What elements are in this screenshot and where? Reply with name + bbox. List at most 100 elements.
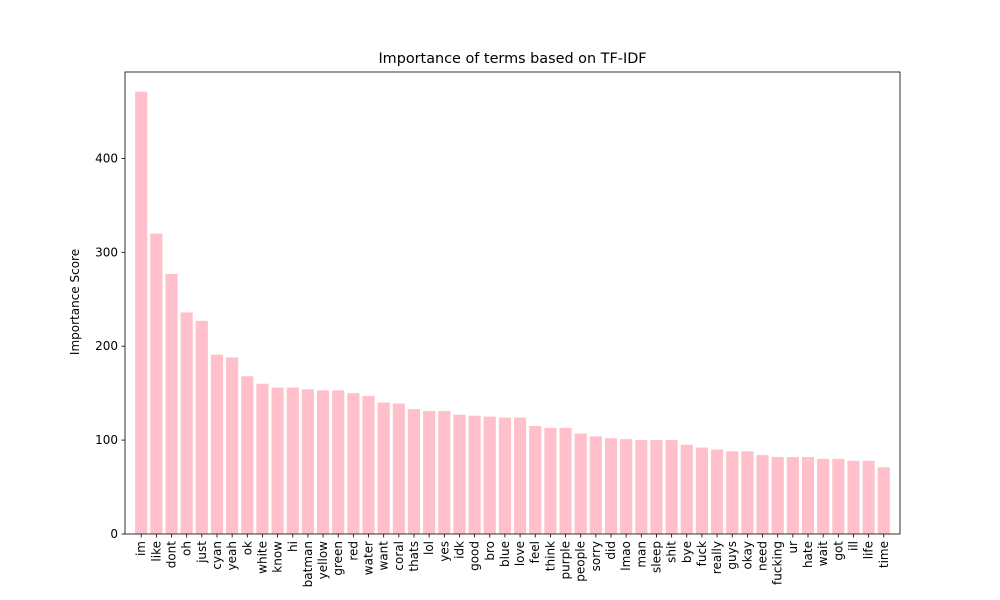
bar-hi — [286, 387, 299, 534]
x-tick-label: want — [377, 541, 391, 571]
x-tick-label: bye — [680, 541, 694, 563]
bar-lol — [423, 410, 436, 534]
x-tick-label: think — [543, 541, 557, 571]
x-tick-label: bro — [483, 541, 497, 561]
x-tick-label: coral — [392, 541, 406, 571]
x-tick-label: white — [255, 541, 269, 574]
bar-time — [877, 467, 890, 534]
x-tick-label: fuck — [695, 541, 709, 566]
bar-yeah — [226, 357, 239, 534]
bar-white — [256, 383, 269, 534]
x-tick-label: know — [271, 541, 285, 573]
bar-really — [711, 449, 724, 534]
x-tick-label: okay — [740, 541, 754, 570]
bar-cyan — [210, 354, 224, 534]
x-tick-label: hate — [801, 541, 815, 568]
chart-title: Importance of terms based on TF-IDF — [378, 51, 646, 67]
bar-bro — [483, 416, 496, 534]
y-tick-label: 200 — [95, 339, 118, 353]
bar-know — [271, 387, 284, 534]
x-tick-label: yeah — [225, 541, 239, 570]
x-tick-label: lmao — [619, 541, 633, 571]
x-tick-label: good — [468, 541, 482, 571]
x-tick-label: feel — [528, 541, 542, 563]
x-tick-label: hi — [286, 541, 300, 552]
bar-people — [574, 433, 587, 534]
bar-love — [514, 417, 527, 534]
y-axis-label: Importance Score — [68, 249, 82, 355]
bar-yes — [438, 410, 451, 534]
x-tick-label: cyan — [210, 541, 224, 570]
bar-feel — [529, 426, 542, 534]
x-tick-label: ill — [846, 541, 860, 551]
bar-life — [862, 460, 875, 534]
x-tick-label: water — [362, 541, 376, 575]
bar-idk — [453, 414, 466, 534]
x-tick-label: green — [331, 541, 345, 576]
x-tick-label: thats — [407, 541, 421, 572]
x-tick-label: yellow — [316, 541, 330, 579]
x-tick-label: idk — [452, 541, 466, 559]
x-tick-label: people — [574, 541, 588, 582]
bars-group — [135, 91, 890, 534]
bar-oh — [180, 312, 193, 534]
x-tick-label: ur — [786, 541, 800, 554]
y-tick-label: 300 — [95, 245, 118, 259]
x-tick-label: just — [195, 541, 209, 564]
bar-need — [756, 455, 769, 534]
bar-yellow — [317, 390, 330, 534]
bar-batman — [301, 389, 314, 534]
x-tick-label: shit — [665, 541, 679, 563]
bar-bye — [680, 444, 693, 534]
x-tick-label: guys — [725, 541, 739, 570]
bar-wait — [817, 458, 830, 534]
y-axis-ticks: 0 100 200 300 400 — [95, 151, 125, 541]
bar-guys — [726, 451, 739, 534]
x-tick-label: man — [634, 541, 648, 568]
x-tick-label: ok — [240, 541, 254, 555]
bar-man — [635, 440, 648, 534]
x-tick-label: im — [134, 541, 148, 556]
bar-hate — [801, 457, 815, 534]
bar-purple — [559, 427, 572, 534]
x-tick-label: need — [756, 541, 770, 571]
bar-water — [362, 395, 375, 534]
bar-think — [544, 427, 557, 534]
x-tick-label: wait — [816, 541, 830, 567]
bar-sleep — [650, 440, 663, 534]
x-tick-label: sorry — [589, 541, 603, 571]
x-tick-label: like — [149, 541, 163, 562]
y-tick-label: 0 — [110, 527, 118, 541]
bar-ok — [241, 376, 254, 534]
x-tick-label: did — [604, 541, 618, 560]
bar-okay — [741, 451, 754, 534]
y-tick-label: 400 — [95, 151, 118, 165]
bar-good — [468, 415, 481, 534]
plot-frame — [124, 71, 901, 535]
x-tick-label: yes — [437, 541, 451, 562]
x-tick-label: really — [710, 541, 724, 574]
x-tick-label: got — [831, 541, 845, 561]
bar-fuck — [695, 447, 708, 534]
x-tick-label: purple — [559, 541, 573, 580]
bar-coral — [392, 403, 405, 534]
y-tick-label: 100 — [95, 433, 118, 447]
bar-dont — [165, 273, 178, 534]
bar-sorry — [589, 436, 602, 534]
x-tick-label: batman — [301, 541, 315, 587]
x-tick-label: time — [877, 541, 891, 568]
bar-blue — [498, 417, 511, 534]
bar-ill — [847, 460, 860, 534]
bar-im — [135, 91, 148, 534]
bar-want — [377, 402, 390, 534]
x-tick-label: love — [513, 541, 527, 566]
bar-thats — [407, 409, 421, 534]
bar-red — [347, 393, 360, 534]
x-tick-label: blue — [498, 541, 512, 567]
x-tick-label: sleep — [649, 541, 663, 573]
bar-ur — [786, 457, 799, 534]
x-tick-label: fucking — [771, 541, 785, 585]
bar-just — [195, 320, 208, 534]
bar-did — [604, 438, 618, 534]
